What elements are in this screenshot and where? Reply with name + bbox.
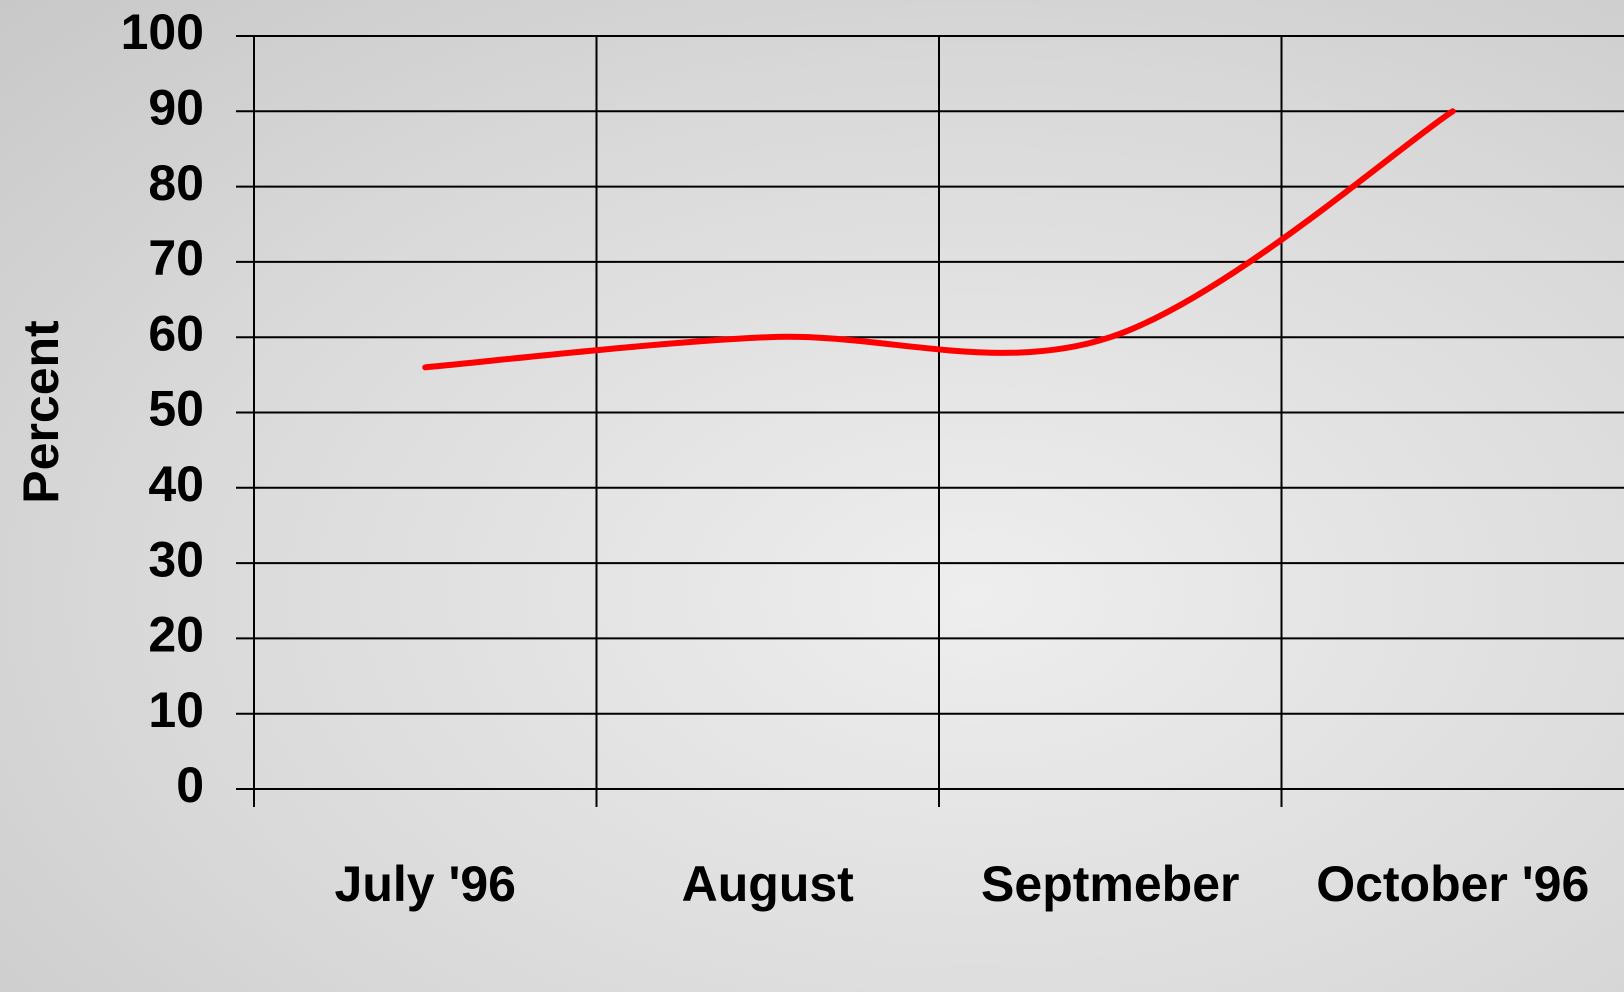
y-tick-label: 20 bbox=[148, 607, 204, 663]
page: Percent 0 10 20 30 40 50 60 70 80 90 100 July '96 Au… bbox=[0, 0, 1624, 992]
y-tick-label: 30 bbox=[148, 531, 204, 587]
y-tick-label: 100 bbox=[121, 4, 204, 60]
y-tick-label: 10 bbox=[148, 682, 204, 738]
chart: Percent 0 10 20 30 40 50 60 70 80 90 100 July '96 Au… bbox=[0, 0, 1624, 992]
y-tick-label: 90 bbox=[148, 80, 204, 136]
y-axis-label: Percent bbox=[13, 320, 69, 504]
x-tick-label: August bbox=[682, 856, 855, 912]
y-tick-label: 0 bbox=[176, 757, 204, 813]
x-tick-label: Septmeber bbox=[981, 856, 1239, 912]
y-tick-label: 70 bbox=[148, 230, 204, 286]
y-tick-label: 60 bbox=[148, 305, 204, 361]
y-tick-label: 40 bbox=[148, 456, 204, 512]
x-tick-label: July '96 bbox=[335, 856, 516, 912]
y-tick-label: 80 bbox=[148, 155, 204, 211]
x-tick-label: October '96 bbox=[1316, 856, 1589, 912]
y-tick-label: 50 bbox=[148, 381, 204, 437]
